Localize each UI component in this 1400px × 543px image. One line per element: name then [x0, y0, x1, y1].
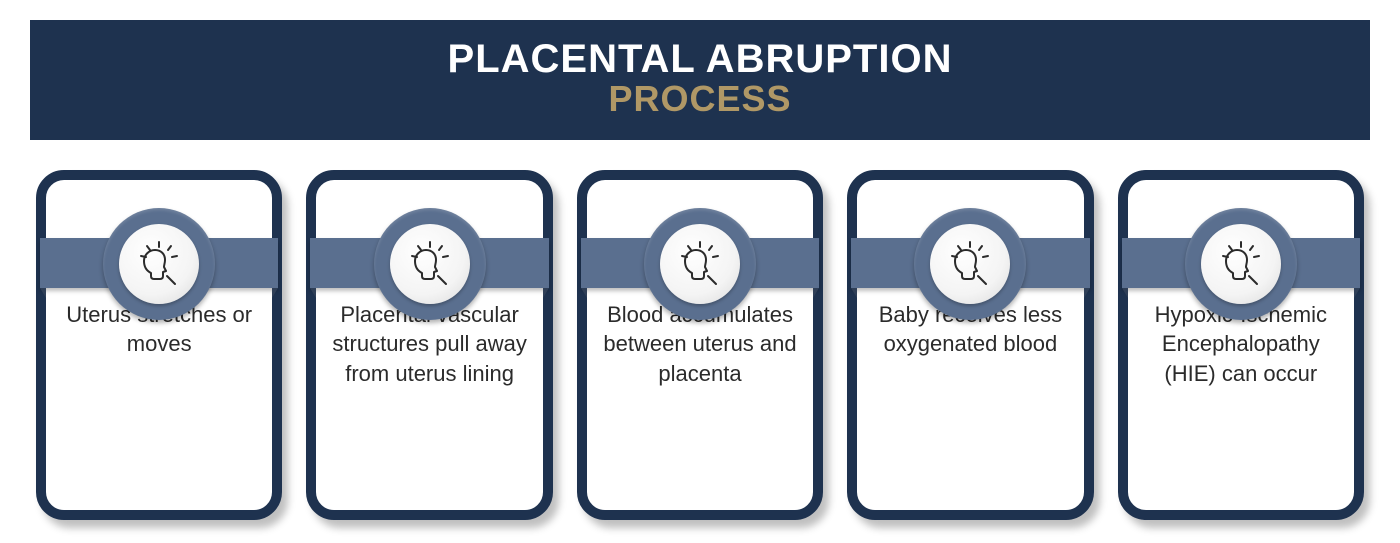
head-idea-icon [946, 240, 994, 288]
icon-badge [644, 208, 756, 320]
process-step-3: Blood accumulates between uterus and pla… [577, 170, 823, 520]
icon-badge [374, 208, 486, 320]
icon-circle [390, 224, 470, 304]
process-step-1: Uterus stretches or moves [36, 170, 282, 520]
icon-badge [103, 208, 215, 320]
title-banner: PLACENTAL ABRUPTION PROCESS [30, 20, 1370, 140]
head-idea-icon [406, 240, 454, 288]
icon-circle [660, 224, 740, 304]
head-idea-icon [1217, 240, 1265, 288]
icon-circle [1201, 224, 1281, 304]
title-line-1: PLACENTAL ABRUPTION [50, 38, 1350, 80]
step-card: Hypoxic-Ischemic Encephalopathy (HIE) ca… [1118, 170, 1364, 520]
icon-badge [914, 208, 1026, 320]
head-idea-icon [135, 240, 183, 288]
step-card: Placental vascular structures pull away … [306, 170, 552, 520]
step-card: Blood accumulates between uterus and pla… [577, 170, 823, 520]
icon-circle [930, 224, 1010, 304]
head-idea-icon [676, 240, 724, 288]
process-step-5: Hypoxic-Ischemic Encephalopathy (HIE) ca… [1118, 170, 1364, 520]
process-step-2: Placental vascular structures pull away … [306, 170, 552, 520]
step-card: Baby receives less oxygenated blood [847, 170, 1093, 520]
icon-circle [119, 224, 199, 304]
title-line-2: PROCESS [50, 80, 1350, 118]
icon-badge [1185, 208, 1297, 320]
step-card: Uterus stretches or moves [36, 170, 282, 520]
process-step-4: Baby receives less oxygenated blood [847, 170, 1093, 520]
steps-row: Uterus stretches or moves [30, 170, 1370, 520]
